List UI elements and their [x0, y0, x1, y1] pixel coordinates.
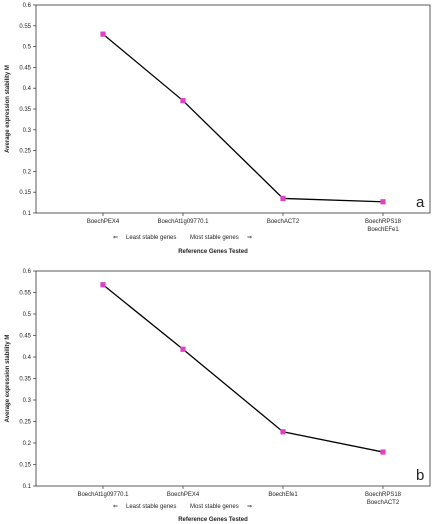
x-axis-title: Reference Genes Tested [178, 249, 248, 255]
x-tick-label: BoechPEX4 [87, 219, 120, 225]
y-tick-label: 0.3 [23, 128, 32, 134]
x-tick-label: BoechACT2 [267, 219, 300, 225]
data-point-marker [180, 98, 186, 104]
x-tick-label: BoechPEX4 [167, 492, 200, 498]
chart-panel-a: 0.6 0.55 0.5 0.45 0.4 0.35 0.3 0.25 0.2 0.15 0.1 Bo… [5, 3, 431, 255]
y-tick-label: 0.25 [19, 149, 31, 155]
plot-frame [35, 270, 431, 487]
chart-panel-b: 0.6 0.55 0.5 0.45 0.4 0.35 0.3 0.25 0.2 0.15 0.1 Bo… [5, 269, 431, 523]
least-stable-arrow-icon: ⇐ [113, 235, 118, 241]
x-tick-label: BoechAt1g09770.1 [157, 219, 209, 225]
x-tick-label: BoechEfe1 [268, 492, 298, 498]
y-tick-label: 0.3 [23, 398, 32, 404]
y-tick-label: 0.25 [19, 420, 31, 426]
x-tick-label: BoechEFe1 [367, 227, 399, 233]
series-line [102, 284, 384, 453]
panel-letter: b [416, 467, 424, 484]
data-point-marker [280, 195, 286, 202]
y-tick-label: 0.55 [19, 291, 31, 297]
series-line [102, 33, 384, 203]
data-point-marker [280, 429, 286, 435]
y-tick-label: 0.55 [19, 24, 31, 30]
y-tick-label: 0.5 [23, 45, 32, 51]
y-tick-label: 0.5 [23, 312, 32, 318]
x-tick-label: BoechRPS18 [365, 219, 402, 225]
y-tick-label: 0.45 [19, 65, 31, 71]
y-tick-label: 0.1 [23, 484, 32, 490]
data-point-marker [180, 346, 186, 352]
panel-letter: a [416, 194, 425, 211]
data-point-marker [380, 449, 386, 455]
most-stable-label: Most stable genes [190, 235, 239, 241]
most-stable-label: Most stable genes [190, 504, 239, 510]
least-stable-arrow-icon: ⇐ [113, 504, 118, 510]
y-tick-label: 0.35 [19, 107, 31, 113]
y-tick-label: 0.6 [23, 3, 32, 9]
x-tick-label: BoechRPS18 [365, 492, 402, 498]
x-tick-label: BoechACT2 [367, 500, 400, 506]
most-stable-arrow-icon: ⇒ [247, 235, 252, 241]
y-tick-label: 0.45 [19, 334, 31, 340]
y-tick-label: 0.6 [23, 269, 32, 275]
data-point-marker [100, 31, 106, 37]
y-tick-label: 0.35 [19, 377, 31, 383]
y-tick-label: 0.2 [23, 441, 32, 447]
plot-frame [35, 4, 431, 214]
least-stable-label: Least stable genes [126, 235, 176, 241]
x-axis-title: Reference Genes Tested [178, 517, 248, 523]
y-axis-title: Average expression stability M [5, 335, 11, 423]
y-tick-label: 0.15 [19, 190, 31, 196]
y-tick-label: 0.4 [23, 86, 32, 92]
y-tick-label: 0.15 [19, 463, 31, 469]
y-tick-label: 0.2 [23, 169, 32, 175]
least-stable-label: Least stable genes [126, 504, 176, 510]
most-stable-arrow-icon: ⇒ [247, 504, 252, 510]
data-point-marker [100, 282, 106, 288]
y-tick-label: 0.4 [23, 355, 32, 361]
y-tick-label: 0.1 [23, 211, 32, 217]
data-point-marker [380, 199, 386, 205]
y-axis-title: Average expression stability M [5, 65, 11, 153]
x-tick-label: BoechAt1g09770.1 [77, 492, 129, 498]
